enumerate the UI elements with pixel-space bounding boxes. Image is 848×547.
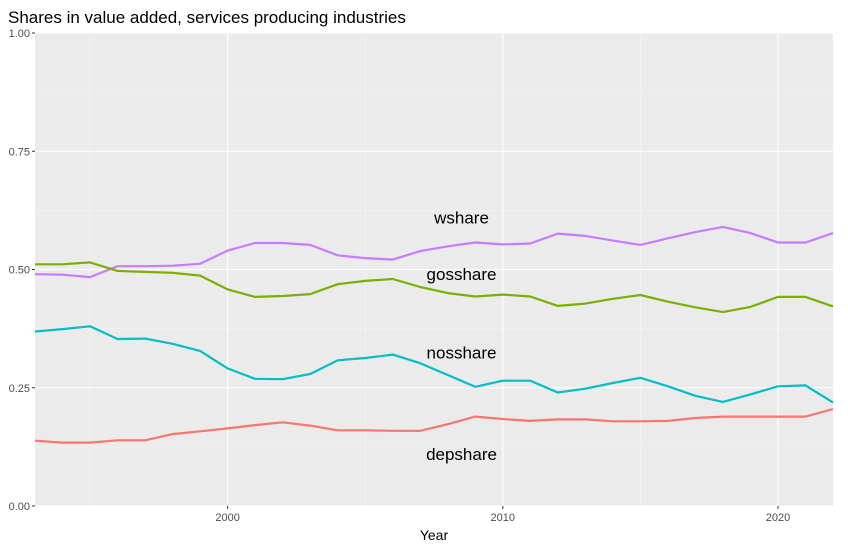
grid-layer xyxy=(35,32,833,507)
y-tick-label: 0.25 xyxy=(9,383,30,395)
series-line-wshare xyxy=(34,225,834,279)
x-axis-title: Year xyxy=(420,527,449,543)
y-tick-label: 0.75 xyxy=(9,146,30,158)
series-label-depshare: depshare xyxy=(426,445,497,464)
series-label-nosshare: nosshare xyxy=(427,343,497,362)
series-line-nosshare xyxy=(34,325,834,404)
tick-layer: 0.00 0.25 0.50 0.75 1.00 2000 2010 2020 xyxy=(9,28,791,524)
x-tick-label: 2000 xyxy=(215,512,239,524)
x-tick-label: 2020 xyxy=(766,512,790,524)
series-line-depshare xyxy=(34,407,834,444)
series-label-gosshare: gosshare xyxy=(427,265,497,284)
chart-title: Shares in value added, services producin… xyxy=(8,8,406,27)
series-label-wshare: wshare xyxy=(433,208,489,227)
series-label-layer: wshare gosshare nosshare depshare xyxy=(426,208,497,464)
x-tick-label: 2010 xyxy=(491,512,515,524)
y-tick-label: 0.00 xyxy=(9,501,30,513)
y-tick-label: 1.00 xyxy=(9,28,30,40)
series-line-gosshare xyxy=(35,261,834,314)
y-tick-label: 0.50 xyxy=(9,265,30,277)
series-layer xyxy=(34,225,834,444)
